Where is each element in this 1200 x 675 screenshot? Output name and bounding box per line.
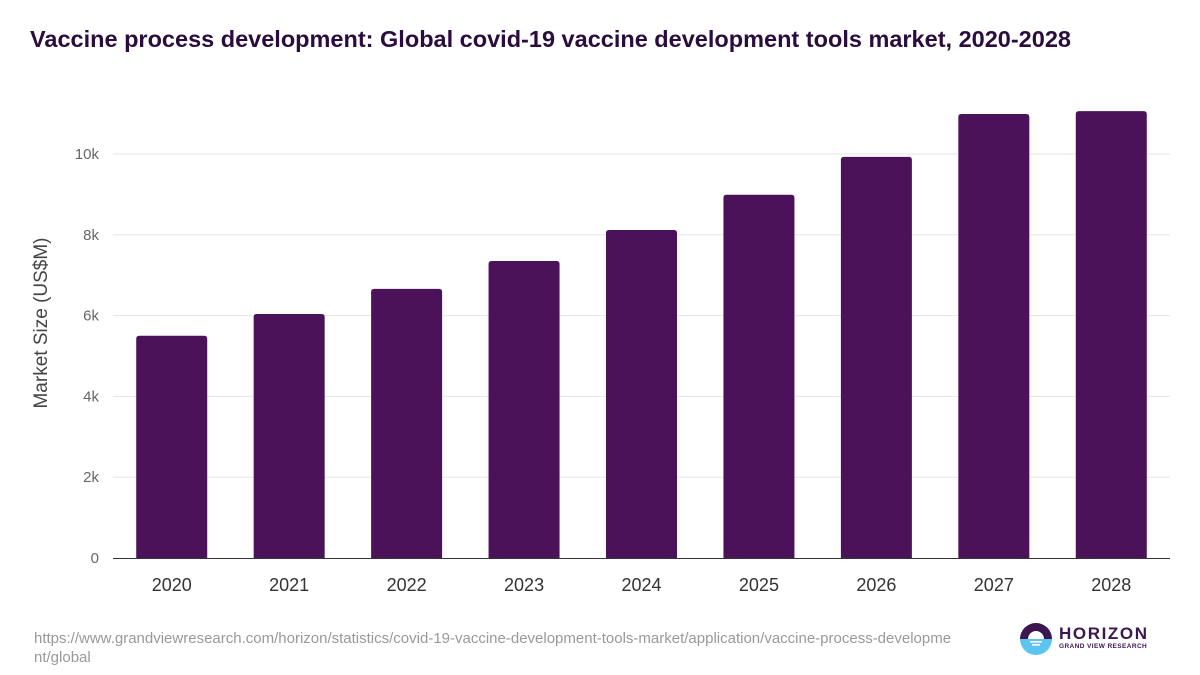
bar-2021[interactable] [253, 313, 325, 558]
horizon-logo-icon [1020, 623, 1052, 655]
x-tick-label: 2023 [504, 575, 544, 595]
x-tick-label: 2020 [152, 575, 192, 595]
x-tick-label: 2021 [269, 575, 309, 595]
x-tick-label: 2026 [856, 575, 896, 595]
horizon-logo: HORIZON GRAND VIEW RESEARCH [1019, 622, 1159, 656]
x-tick-label: 2022 [387, 575, 427, 595]
bar-2022[interactable] [371, 288, 443, 558]
y-axis-label: Market Size (US$M) [31, 237, 52, 408]
y-tick-label: 10k [75, 146, 100, 163]
y-tick-label: 8k [83, 227, 99, 244]
source-url[interactable]: https://www.grandviewresearch.com/horizo… [34, 630, 952, 666]
x-tick-label: 2027 [974, 575, 1014, 595]
bars [136, 111, 1147, 559]
y-tick-label: 0 [91, 550, 99, 567]
bar-2020[interactable] [136, 335, 208, 558]
chart-title: Vaccine process development: Global covi… [30, 26, 1071, 52]
x-tick-label: 2028 [1091, 575, 1131, 595]
y-axis-ticks: 0 2k 4k 6k 8k 10k [75, 146, 100, 567]
logo-subtitle: GRAND VIEW RESEARCH [1059, 643, 1148, 650]
x-tick-label: 2025 [739, 575, 779, 595]
y-tick-label: 4k [83, 388, 99, 405]
bar-2026[interactable] [840, 156, 912, 558]
x-tick-label: 2024 [621, 575, 661, 595]
x-axis-ticks: 2020 2021 2022 2023 2024 2025 2026 2027 2028 [152, 575, 1132, 595]
bar-2025[interactable] [723, 194, 795, 558]
bar-2027[interactable] [958, 114, 1030, 558]
logo-name: HORIZON [1059, 624, 1149, 643]
y-tick-label: 2k [83, 469, 99, 486]
bar-2024[interactable] [606, 229, 677, 558]
bar-2028[interactable] [1075, 111, 1147, 559]
y-tick-label: 6k [83, 308, 99, 325]
bar-2023[interactable] [488, 261, 560, 558]
